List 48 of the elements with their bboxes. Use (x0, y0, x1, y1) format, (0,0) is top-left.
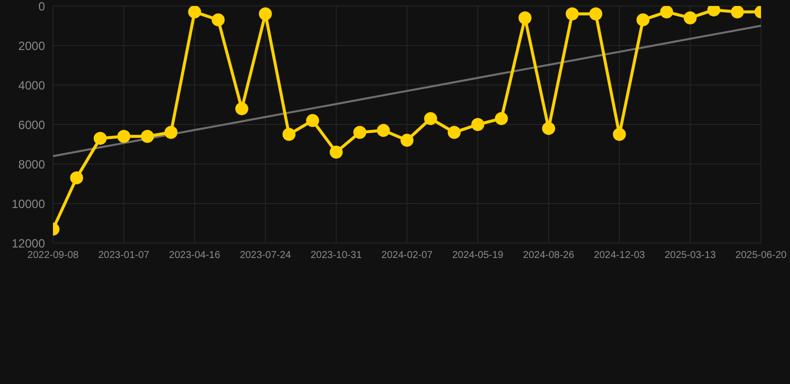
x-tick-label: 2025-03-13 (664, 250, 716, 262)
x-tick-label: 2024-08-26 (523, 250, 575, 262)
x-tick-label: 2023-01-07 (98, 250, 150, 262)
point (448, 126, 461, 139)
point (258, 7, 272, 20)
point (589, 7, 602, 20)
point (684, 11, 697, 24)
point (707, 6, 720, 16)
point (376, 124, 390, 137)
point (730, 6, 744, 18)
x-tick-label: 2023-10-31 (310, 250, 362, 262)
point (70, 171, 84, 184)
point (424, 112, 438, 126)
y-tick-label: 2000 (18, 38, 46, 53)
point (518, 11, 532, 24)
y-tick-label: 0 (38, 0, 46, 14)
point (566, 7, 579, 20)
point (164, 126, 178, 139)
y-tick-label: 10000 (12, 196, 46, 211)
point (330, 146, 343, 159)
y-tick-label: 6000 (18, 118, 46, 132)
y-tick-label: 12000 (12, 236, 46, 250)
x-tick-label: 2022-09-08 (27, 250, 80, 262)
point (282, 128, 296, 141)
point (612, 128, 626, 141)
point (542, 122, 556, 135)
x-tick-label: 2024-05-19 (452, 250, 504, 262)
point (117, 130, 130, 143)
line-series (53, 24, 761, 158)
x-tick-label: 2024-12-03 (594, 250, 646, 262)
point (235, 102, 248, 116)
x-tick-label: 2025-06-20 (735, 250, 788, 262)
point (212, 13, 225, 26)
point (188, 6, 202, 18)
point (494, 112, 508, 126)
point (636, 13, 650, 26)
point (306, 114, 320, 128)
point (400, 134, 414, 147)
y-tick-label: 8000 (18, 157, 46, 172)
point (353, 126, 366, 139)
point (94, 132, 107, 145)
x-tick-label: 2024-02-07 (381, 250, 434, 262)
x-tick-label: 2023-04-16 (169, 250, 221, 262)
point (471, 118, 484, 131)
point (660, 6, 674, 18)
point (140, 130, 154, 143)
y-tick-label: 4000 (18, 78, 46, 92)
x-tick-label: 2023-07-24 (240, 250, 292, 262)
